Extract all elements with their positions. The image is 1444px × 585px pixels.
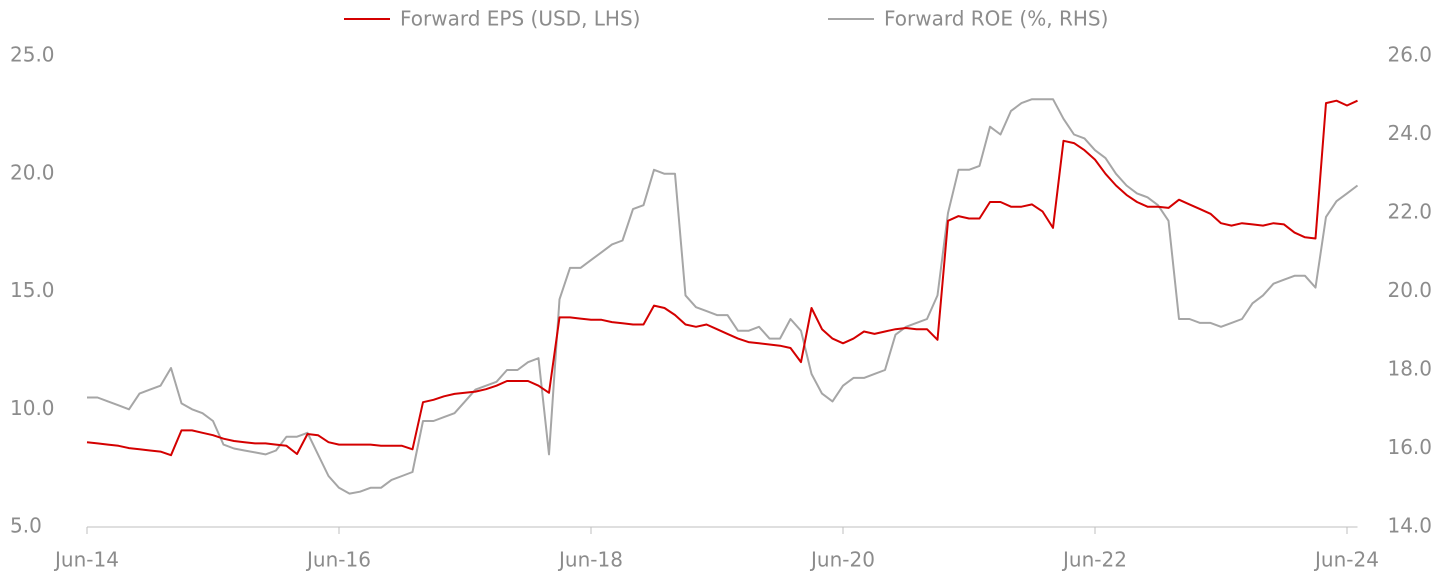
legend-label: Forward ROE (%, RHS) [884, 7, 1108, 31]
y-tick-label: 5.0 [10, 514, 42, 538]
y-tick-label: 15.0 [10, 278, 55, 302]
legend-label: Forward EPS (USD, LHS) [400, 7, 640, 31]
y2-tick-label: 18.0 [1387, 357, 1432, 381]
y2-tick-label: 22.0 [1387, 200, 1432, 224]
x-tick-label: Jun-20 [809, 548, 875, 572]
y2-tick-label: 24.0 [1387, 121, 1432, 145]
y-tick-label: 25.0 [10, 43, 55, 67]
series-line [86, 99, 1358, 457]
x-tick-label: Jun-14 [53, 548, 119, 572]
y2-tick-label: 20.0 [1387, 278, 1432, 302]
y2-tick-label: 16.0 [1387, 435, 1432, 459]
y2-tick-label: 14.0 [1387, 514, 1432, 538]
x-tick-label: Jun-16 [305, 548, 371, 572]
x-tick-label: Jun-18 [557, 548, 623, 572]
y-tick-label: 10.0 [10, 396, 55, 420]
x-tick-label: Jun-22 [1061, 548, 1127, 572]
x-tick-label: Jun-24 [1313, 548, 1379, 572]
y2-tick-label: 26.0 [1387, 43, 1432, 67]
y-tick-label: 20.0 [10, 160, 55, 184]
series-line [87, 98, 1359, 495]
